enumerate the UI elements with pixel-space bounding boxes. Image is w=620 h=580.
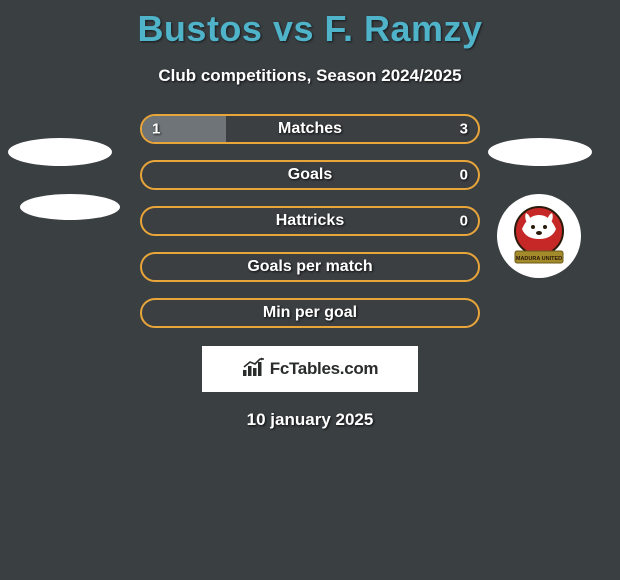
- madura-crest-icon: MADURA UNITED: [504, 201, 574, 271]
- bar-value-right: 3: [460, 121, 468, 138]
- stat-bar: Hattricks 0: [140, 206, 480, 236]
- comparison-content: MADURA UNITED 1Matches3Goals0Hattricks0G…: [0, 114, 620, 430]
- left-oval-1: [8, 138, 112, 166]
- stat-bar: 1 Matches 3: [140, 114, 480, 144]
- bar-label: Goals per match: [247, 258, 372, 276]
- bar-label: Min per goal: [263, 304, 357, 322]
- svg-text:MADURA UNITED: MADURA UNITED: [516, 256, 562, 262]
- brand-box: FcTables.com: [202, 346, 418, 392]
- date-label: 10 january 2025: [0, 410, 620, 430]
- right-oval-1: [488, 138, 592, 166]
- bar-value-left: 1: [152, 121, 160, 138]
- left-oval-2: [20, 194, 120, 220]
- stat-bar: Min per goal: [140, 298, 480, 328]
- page-title: Bustos vs F. Ramzy: [0, 0, 620, 50]
- team-crest-right: MADURA UNITED: [497, 194, 581, 278]
- stat-bar: Goals 0: [140, 160, 480, 190]
- bar-label: Goals: [288, 166, 332, 184]
- bar-value-right: 0: [460, 167, 468, 184]
- stat-bars: 1 Matches 3 Goals 0 Hattricks 0 Goals per match…: [140, 114, 480, 328]
- brand-text: FcTables.com: [270, 359, 379, 379]
- bar-label: Hattricks: [276, 212, 344, 230]
- bar-value-right: 0: [460, 213, 468, 230]
- brand-chart-icon: [242, 357, 266, 382]
- bar-label: Matches: [278, 120, 342, 138]
- subtitle: Club competitions, Season 2024/2025: [0, 66, 620, 86]
- stat-bar: Goals per match: [140, 252, 480, 282]
